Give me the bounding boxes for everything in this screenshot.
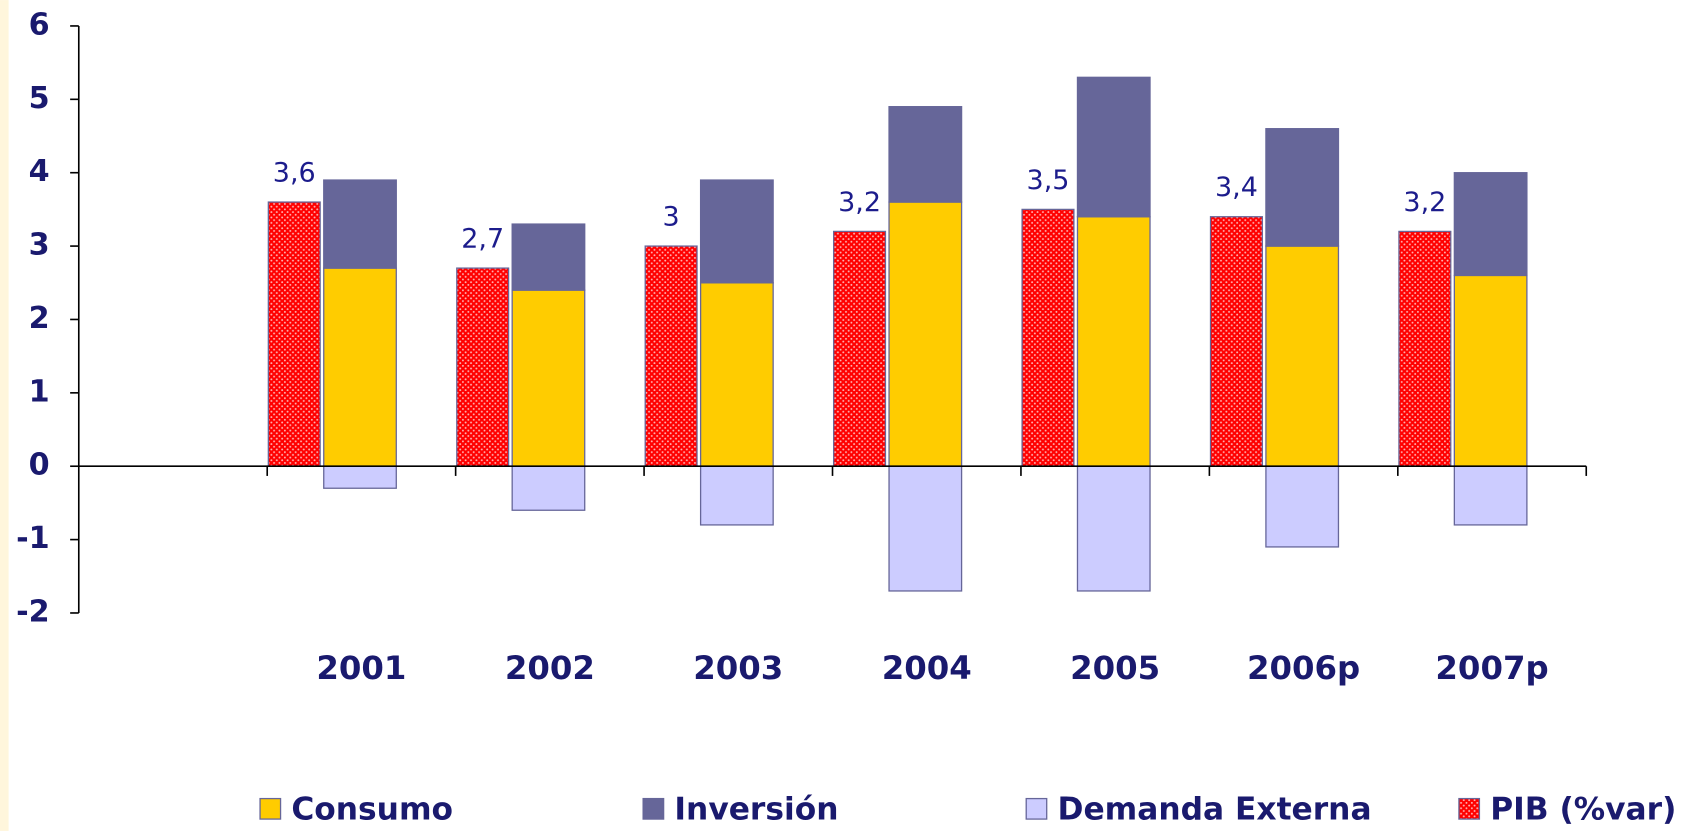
bar-segment: [888, 465, 963, 592]
y-tick-label: 3: [29, 228, 50, 263]
legend-label: PIB (%var): [1490, 791, 1676, 827]
bar-segment: [1076, 465, 1151, 592]
bar: [832, 230, 887, 467]
data-label: 3,2: [838, 187, 881, 218]
bar: [1021, 208, 1075, 467]
bar-segment: [323, 267, 397, 467]
bar-segment: [1265, 128, 1340, 247]
bar-segment: [1265, 245, 1340, 467]
bar-segment: [699, 282, 774, 467]
bar-segment: [323, 179, 397, 269]
bar-segment: [511, 223, 586, 291]
bar-segment: [888, 201, 963, 467]
y-tick-label: -1: [16, 521, 50, 556]
legend-swatch: [1458, 797, 1481, 820]
y-tick-label: 5: [29, 81, 50, 116]
y-tick-label: -2: [16, 594, 50, 629]
data-label: 3,6: [273, 158, 316, 189]
legend-swatch: [259, 797, 282, 820]
y-tick-label: 4: [29, 154, 50, 189]
y-tick-label: 0: [29, 448, 50, 483]
data-label: 3,4: [1215, 172, 1258, 203]
x-tick-label: 2006p: [1247, 649, 1360, 687]
y-tick-label: 2: [29, 301, 50, 336]
bar-segment: [1076, 76, 1151, 218]
data-label: 3,2: [1403, 187, 1446, 218]
bar-segment: [511, 465, 586, 511]
bar-segment: [1265, 465, 1340, 548]
legend-swatch: [642, 797, 665, 820]
legend-swatch: [1025, 797, 1048, 820]
x-tick-label: 2001: [316, 649, 406, 687]
bar-segment: [888, 106, 963, 203]
bar: [456, 267, 510, 467]
bar: [644, 245, 698, 467]
y-tick-label: 6: [29, 7, 50, 42]
x-tick-label: 2002: [505, 649, 595, 687]
bar: [1398, 230, 1452, 467]
bar-segment: [1076, 216, 1151, 467]
bar-segment: [1453, 172, 1528, 277]
data-label: 3: [663, 202, 680, 233]
legend-label: Demanda Externa: [1058, 791, 1372, 827]
bar-segment: [511, 289, 586, 467]
x-tick-label: 2005: [1070, 649, 1160, 687]
bar-segment: [1453, 465, 1528, 526]
x-tick-label: 2004: [882, 649, 972, 687]
bar: [267, 201, 321, 467]
x-tick-label: 2007p: [1435, 649, 1548, 687]
data-label: 3,5: [1027, 165, 1070, 196]
x-tick-label: 2003: [693, 649, 783, 687]
y-tick-label: 1: [29, 374, 50, 409]
legend-label: Inversión: [674, 791, 838, 827]
bar-segment: [699, 179, 774, 284]
side-stripe: [0, 0, 9, 831]
bar-segment: [1453, 274, 1528, 467]
legend-label: Consumo: [291, 791, 453, 827]
data-label: 2,7: [461, 224, 504, 255]
bar-segment: [699, 465, 774, 526]
bar-segment: [323, 465, 397, 489]
bar: [1209, 216, 1263, 467]
